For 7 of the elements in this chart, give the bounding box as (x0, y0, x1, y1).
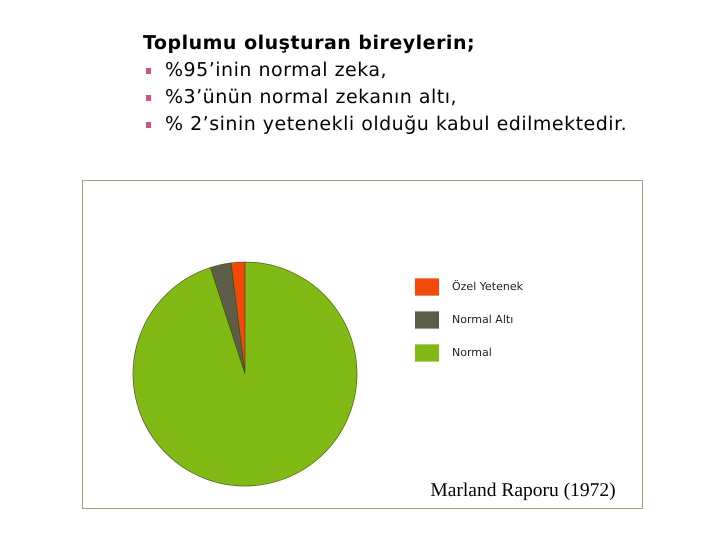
chart-title: Toplumu oluşturan bireylerin; (143, 31, 476, 56)
chart-subtitle: %95’inin normal zeka, %3’ünün normal zekanın altı, % 2’sinin yetenekli olduğu kabul edilmektedir. (165, 59, 628, 135)
legend-label: Normal Altı (452, 313, 514, 326)
pie-slice (132, 262, 358, 486)
legend-label: Özel Yetenek (452, 279, 524, 293)
legend-label: Normal (452, 346, 492, 359)
text: Marland Raporu (1972) (430, 480, 616, 501)
